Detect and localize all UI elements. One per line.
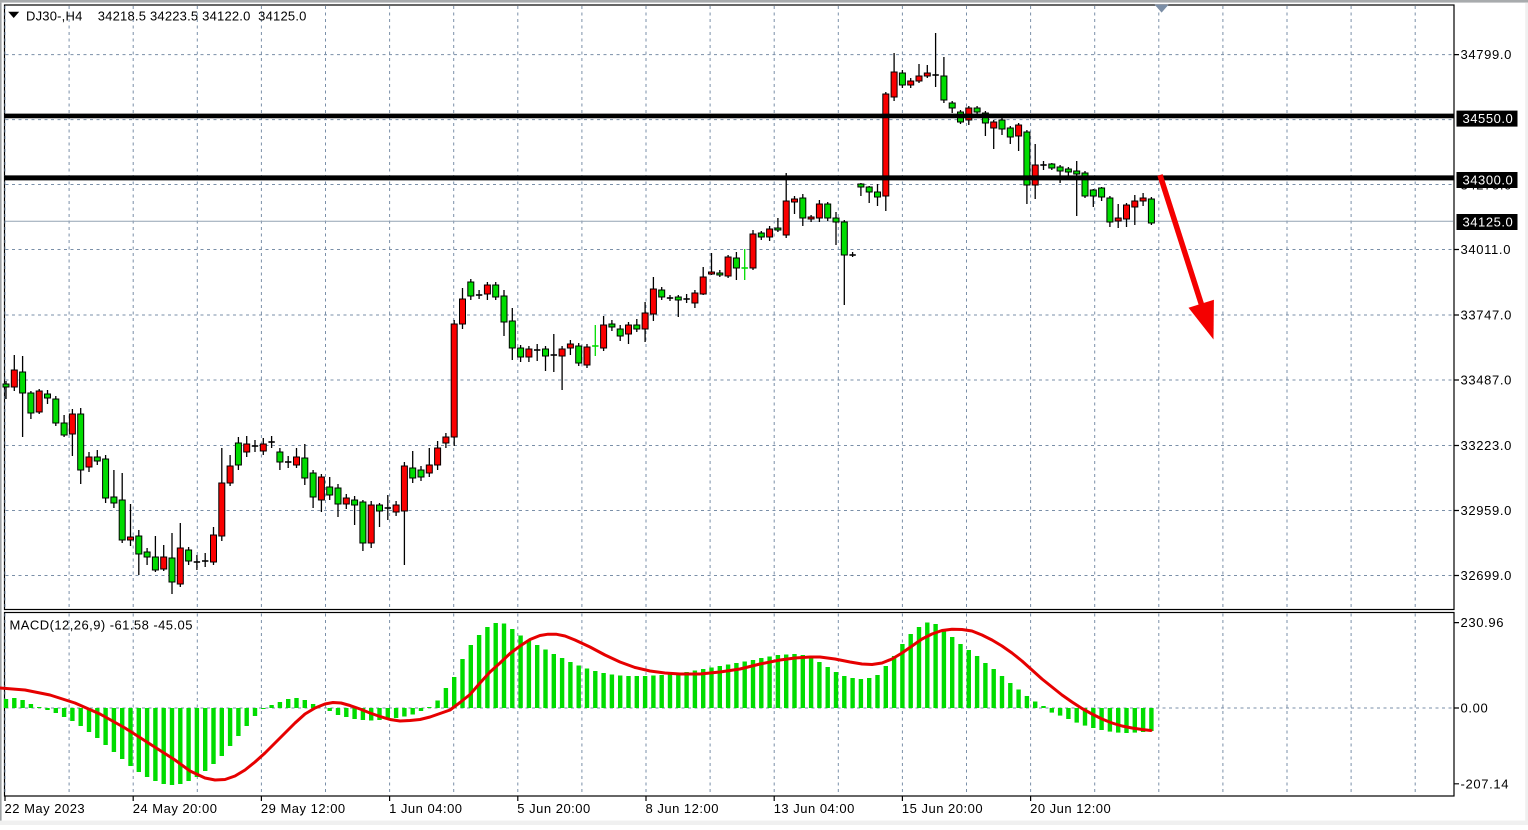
svg-text:34550.0: 34550.0 [1463,111,1514,126]
svg-text:13 Jun 04:00: 13 Jun 04:00 [774,801,855,816]
svg-text:34799.0: 34799.0 [1461,47,1513,62]
svg-text:32699.0: 32699.0 [1461,568,1513,583]
svg-text:34300.0: 34300.0 [1463,173,1514,188]
svg-text:33223.0: 33223.0 [1461,438,1513,453]
svg-text:-207.14: -207.14 [1461,776,1510,791]
svg-text:20 Jun 12:00: 20 Jun 12:00 [1030,801,1111,816]
svg-text:5 Jun 20:00: 5 Jun 20:00 [517,801,590,816]
svg-text:8 Jun 12:00: 8 Jun 12:00 [646,801,719,816]
svg-text:1 Jun 04:00: 1 Jun 04:00 [389,801,462,816]
svg-text:24 May 20:00: 24 May 20:00 [133,801,218,816]
svg-text:29 May 12:00: 29 May 12:00 [261,801,346,816]
svg-text:34125.0: 34125.0 [1463,215,1514,230]
svg-text:22 May 2023: 22 May 2023 [5,801,86,816]
svg-text:MACD(12,26,9) -61.58 -45.05: MACD(12,26,9) -61.58 -45.05 [10,618,193,633]
svg-text:34011.0: 34011.0 [1461,242,1512,257]
svg-text:DJ30-,H4 34218.5 34223.5 34: DJ30-,H4 34218.5 34223.5 34122.0 34125.0 [26,9,307,24]
svg-text:0.00: 0.00 [1461,701,1489,716]
svg-text:32959.0: 32959.0 [1461,503,1513,518]
svg-text:15 Jun 20:00: 15 Jun 20:00 [902,801,983,816]
svg-text:33747.0: 33747.0 [1461,308,1513,323]
svg-text:230.96: 230.96 [1461,615,1505,630]
svg-text:33487.0: 33487.0 [1461,373,1513,388]
